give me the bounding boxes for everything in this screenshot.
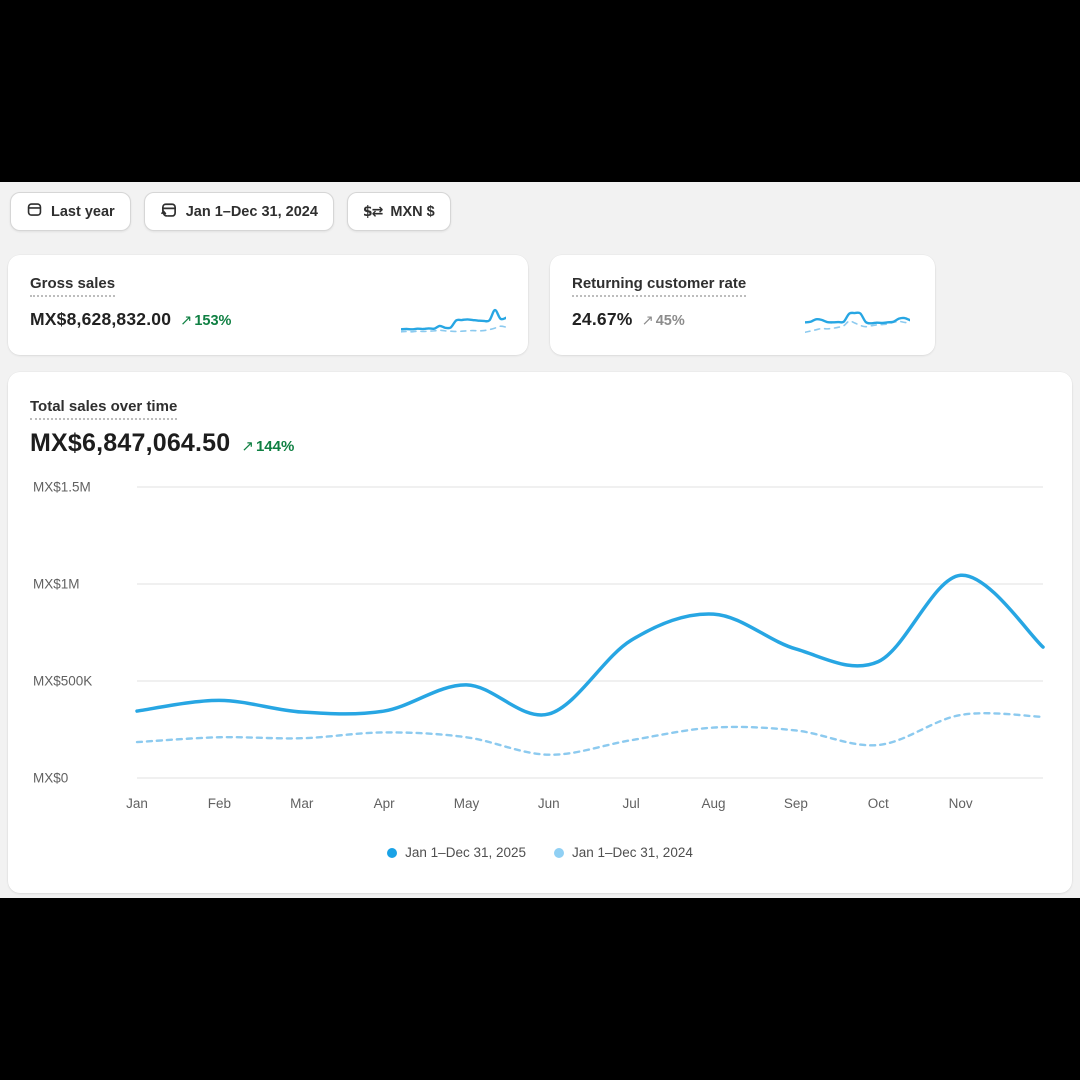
x-axis-label: Nov xyxy=(948,796,973,811)
up-trend-arrow-icon: ↗ xyxy=(180,313,193,329)
previous-period-line xyxy=(401,325,506,333)
period-filter-label: Last year xyxy=(51,203,115,220)
x-axis-label: Jul xyxy=(622,796,640,811)
total-sales-line-chart xyxy=(135,486,1045,779)
returning-customer-rate-delta: ↗ 45% xyxy=(641,313,685,329)
legend-item[interactable]: Jan 1–Dec 31, 2024 xyxy=(554,845,693,860)
filter-bar: Last year Jan 1–Dec 31, 2024 $⇄ MXN $ xyxy=(10,192,451,231)
gross-sales-title: Gross sales xyxy=(30,275,116,297)
x-axis-label: Feb xyxy=(207,796,231,811)
returning-customer-rate-sparkline xyxy=(805,311,910,334)
y-axis: MX$1.5M MX$1M MX$500K MX$0 xyxy=(33,480,133,786)
date-range-filter-button[interactable]: Jan 1–Dec 31, 2024 xyxy=(143,192,334,231)
up-trend-arrow-icon: ↗ xyxy=(241,437,254,455)
legend-label: Jan 1–Dec 31, 2024 xyxy=(572,845,693,860)
legend-label: Jan 1–Dec 31, 2025 xyxy=(405,845,526,860)
returning-customer-rate-title: Returning customer rate xyxy=(572,275,747,297)
currency-exchange-icon: $⇄ xyxy=(362,203,384,220)
previous-period-line xyxy=(135,712,1045,756)
returning-customer-rate-card[interactable]: Returning customer rate 24.67% ↗ 45% xyxy=(550,255,935,355)
x-axis-label: Jun xyxy=(537,796,560,811)
currency-filter-button[interactable]: $⇄ MXN $ xyxy=(346,192,451,231)
x-axis: Jan Feb Mar Apr May Jun Jul Aug Sep Oct Nov xyxy=(126,796,1043,816)
letterbox-bottom xyxy=(0,898,1080,1080)
x-axis-label: Apr xyxy=(373,796,395,811)
x-axis-label: Sep xyxy=(783,796,808,811)
x-axis-label: Jan xyxy=(126,796,148,811)
gross-sales-sparkline xyxy=(401,308,506,333)
y-axis-label: MX$0 xyxy=(33,770,69,786)
up-trend-arrow-icon: ↗ xyxy=(641,313,654,329)
calendar-compare-icon xyxy=(160,201,178,223)
x-axis-label: Aug xyxy=(701,796,726,811)
total-sales-over-time-card: Total sales over time MX$6,847,064.50 ↗ 1… xyxy=(8,372,1072,893)
gross-sales-value: MX$8,628,832.00 xyxy=(30,309,172,329)
chart-plot-area[interactable] xyxy=(135,486,1045,779)
current-period-line xyxy=(135,573,1045,717)
period-filter-button[interactable]: Last year xyxy=(10,192,131,231)
chart-legend: Jan 1–Dec 31, 2025 Jan 1–Dec 31, 2024 xyxy=(8,845,1072,860)
current-period-line xyxy=(401,308,506,331)
y-axis-label: MX$1M xyxy=(33,576,80,592)
legend-dot-icon xyxy=(387,847,398,858)
total-sales-title: Total sales over time xyxy=(30,398,178,420)
current-period-line xyxy=(805,311,910,325)
gross-sales-card[interactable]: Gross sales MX$8,628,832.00 ↗ 153% xyxy=(8,255,528,355)
currency-filter-label: MXN $ xyxy=(390,203,435,220)
gross-sales-delta: ↗ 153% xyxy=(180,313,232,329)
y-axis-label: MX$1.5M xyxy=(33,479,91,495)
letterbox-top xyxy=(0,0,1080,182)
date-range-filter-label: Jan 1–Dec 31, 2024 xyxy=(185,203,318,220)
analytics-dashboard: Last year Jan 1–Dec 31, 2024 $⇄ MXN $ Gr… xyxy=(0,182,1080,898)
y-axis-label: MX$500K xyxy=(33,673,93,689)
total-sales-value: MX$6,847,064.50 xyxy=(30,429,231,457)
legend-dot-icon xyxy=(554,847,564,858)
calendar-icon xyxy=(26,201,43,222)
legend-item[interactable]: Jan 1–Dec 31, 2025 xyxy=(387,845,526,860)
x-axis-label: Mar xyxy=(290,796,314,811)
total-sales-delta: ↗ 144% xyxy=(241,437,295,455)
x-axis-label: Oct xyxy=(867,796,889,811)
previous-period-line xyxy=(805,320,910,334)
x-axis-label: May xyxy=(453,796,480,811)
returning-customer-rate-value: 24.67% xyxy=(572,309,633,329)
